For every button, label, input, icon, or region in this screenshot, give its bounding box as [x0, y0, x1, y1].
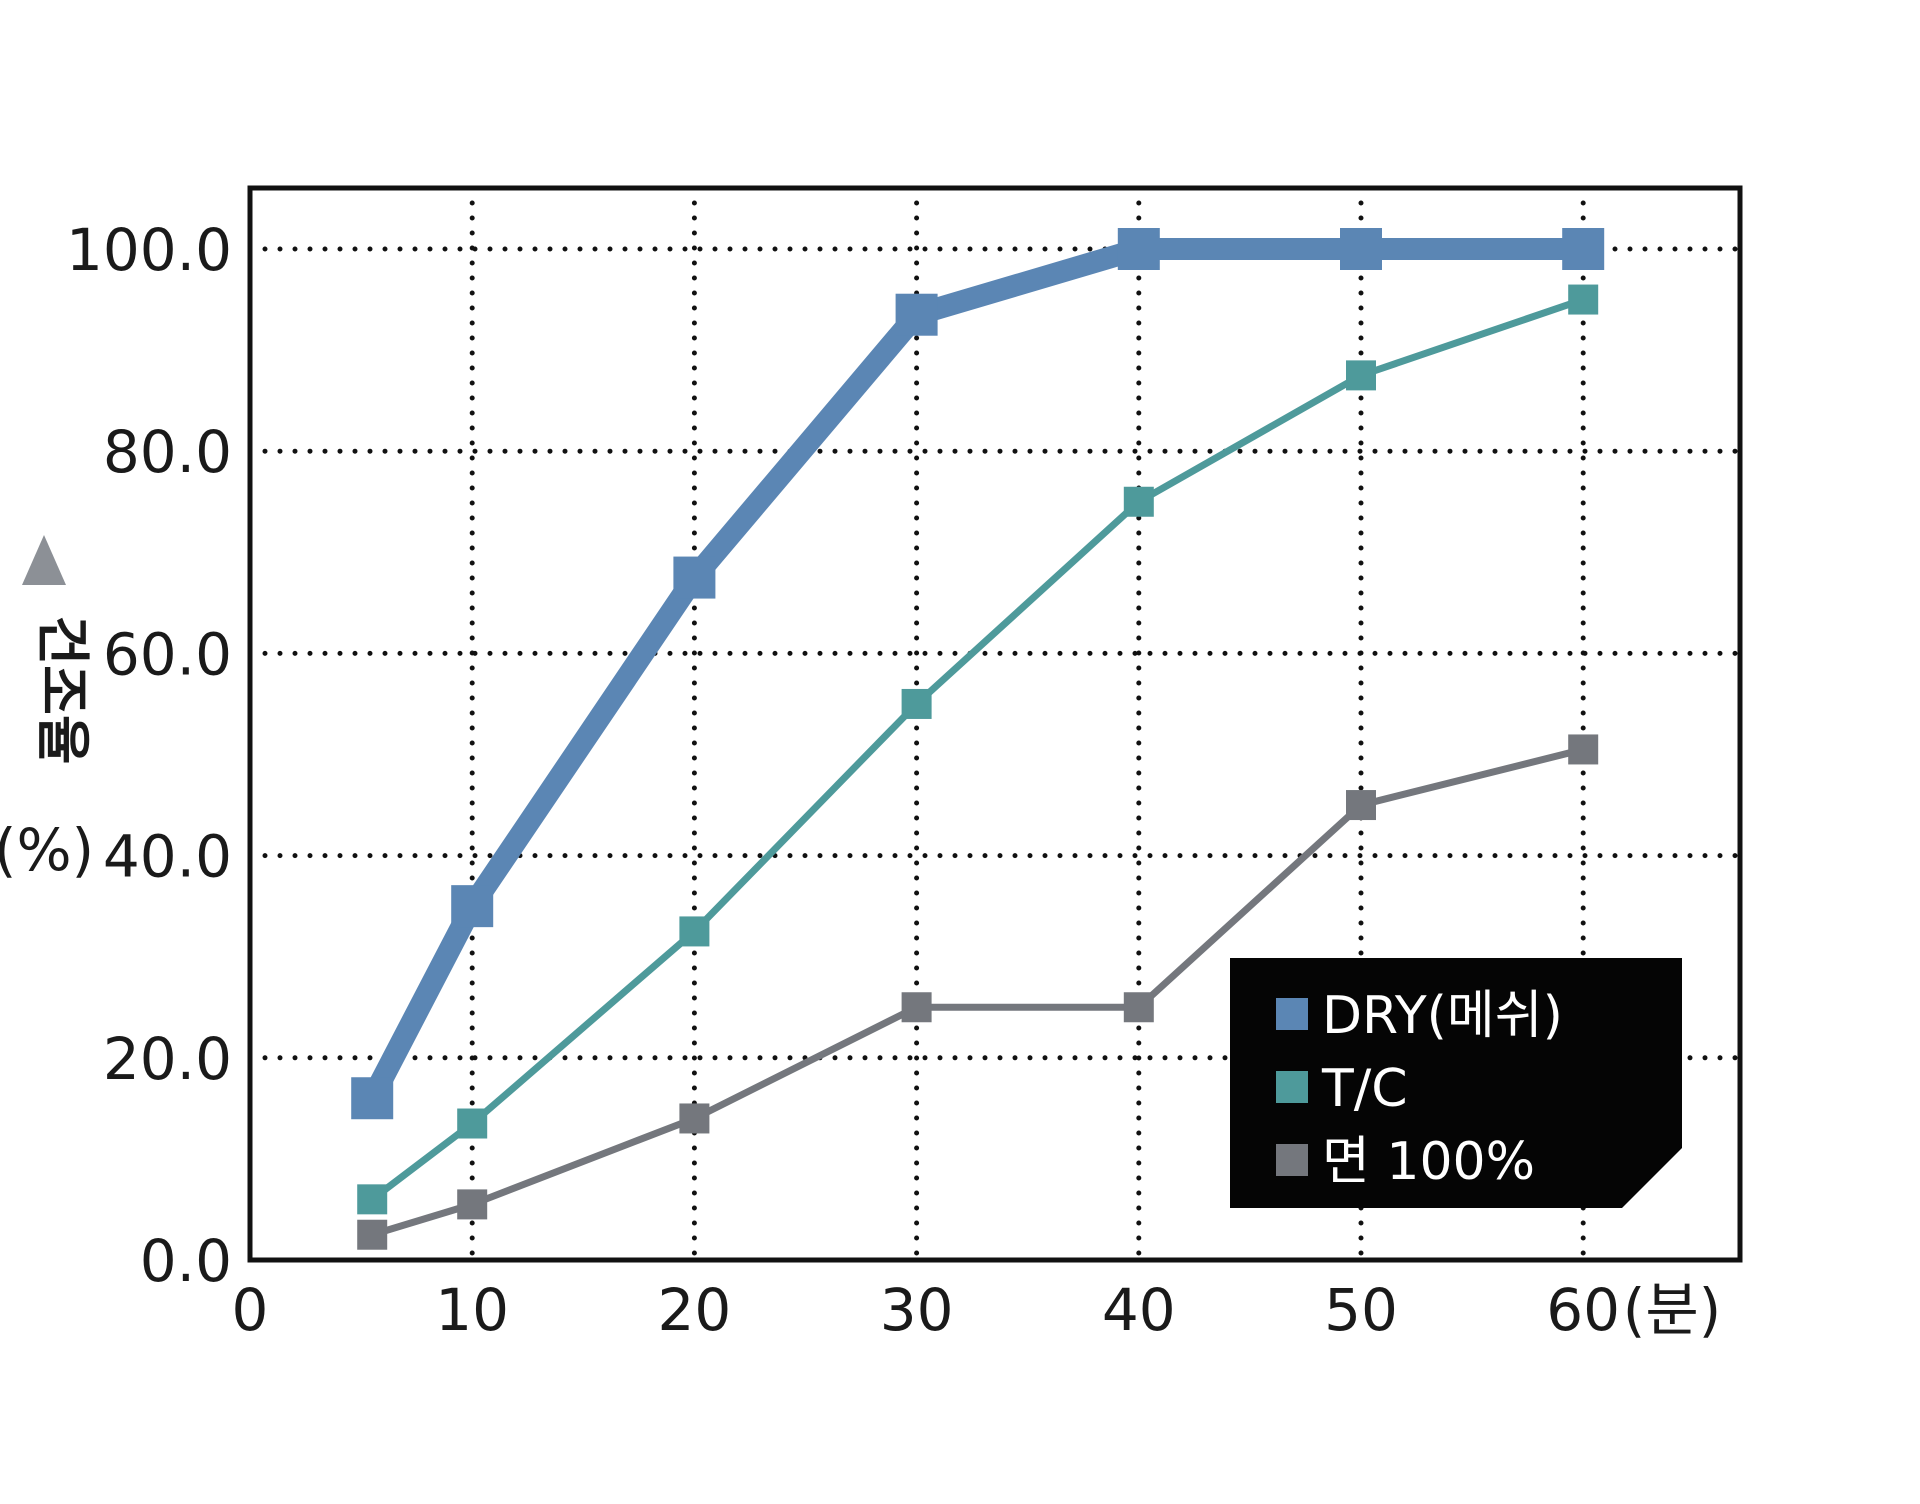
data-point-marker: [679, 916, 710, 947]
data-point-marker: [895, 293, 938, 336]
x-axis-title: (분): [1623, 1276, 1722, 1344]
plot-frame: [247, 185, 1743, 1263]
data-point-marker: [1123, 992, 1154, 1023]
x-tick-label: 40: [1102, 1276, 1176, 1344]
x-tick-label: 0: [232, 1276, 269, 1344]
data-point-marker: [1123, 486, 1154, 517]
data-point-marker: [457, 1189, 488, 1220]
data-point-marker: [451, 885, 494, 928]
y-axis-unit: (%): [0, 816, 94, 884]
legend-label: DRY(메쉬): [1322, 986, 1563, 1046]
data-point-marker: [357, 1219, 388, 1250]
legend-swatch: [1276, 998, 1308, 1030]
y-tick-label: 80.0: [103, 418, 232, 486]
x-tick-label: 60: [1546, 1276, 1620, 1344]
x-tick-label: 10: [435, 1276, 509, 1344]
data-point-marker: [901, 992, 932, 1023]
data-point-marker: [357, 1184, 388, 1215]
data-point-marker: [1117, 228, 1160, 270]
legend-swatch: [1276, 1071, 1308, 1103]
legend-swatch: [1276, 1144, 1308, 1176]
x-tick-label: 30: [880, 1276, 954, 1344]
legend-label: T/C: [1321, 1059, 1408, 1119]
y-tick-label: 20.0: [103, 1025, 232, 1093]
data-point-marker: [901, 688, 932, 719]
data-point-marker: [1346, 790, 1376, 821]
series-layer: [351, 228, 1605, 1250]
y-axis-label: 건조율 (%): [0, 535, 94, 884]
tick-labels: 0.0 20.0 40.0 60.0 80.0 100.0 0 10 20 30 40 50 60: [66, 216, 1620, 1344]
data-point-marker: [351, 1077, 394, 1120]
y-tick-label: 100.0: [66, 216, 232, 284]
data-point-marker: [1568, 734, 1599, 765]
x-tick-label: 50: [1324, 1276, 1398, 1344]
series-3: [357, 734, 1599, 1250]
triangle-up-icon: [22, 535, 66, 585]
data-point-marker: [1346, 360, 1376, 391]
y-tick-label: 0.0: [140, 1227, 232, 1295]
y-tick-label: 60.0: [103, 620, 232, 688]
series-1: [351, 228, 1605, 1120]
y-tick-label: 40.0: [103, 823, 232, 891]
data-point-marker: [1562, 228, 1605, 270]
y-axis-title: 건조율: [31, 615, 94, 764]
x-tick-label: 20: [657, 1276, 731, 1344]
data-point-marker: [1568, 284, 1599, 315]
data-point-marker: [1340, 228, 1382, 270]
data-point-marker: [679, 1103, 710, 1134]
legend: DRY(메쉬) T/C 면 100%: [1230, 958, 1682, 1208]
data-point-marker: [673, 556, 716, 599]
series-2: [357, 284, 1599, 1215]
data-point-marker: [457, 1108, 488, 1139]
legend-box: [1230, 958, 1682, 1208]
legend-label: 면 100%: [1322, 1132, 1535, 1192]
